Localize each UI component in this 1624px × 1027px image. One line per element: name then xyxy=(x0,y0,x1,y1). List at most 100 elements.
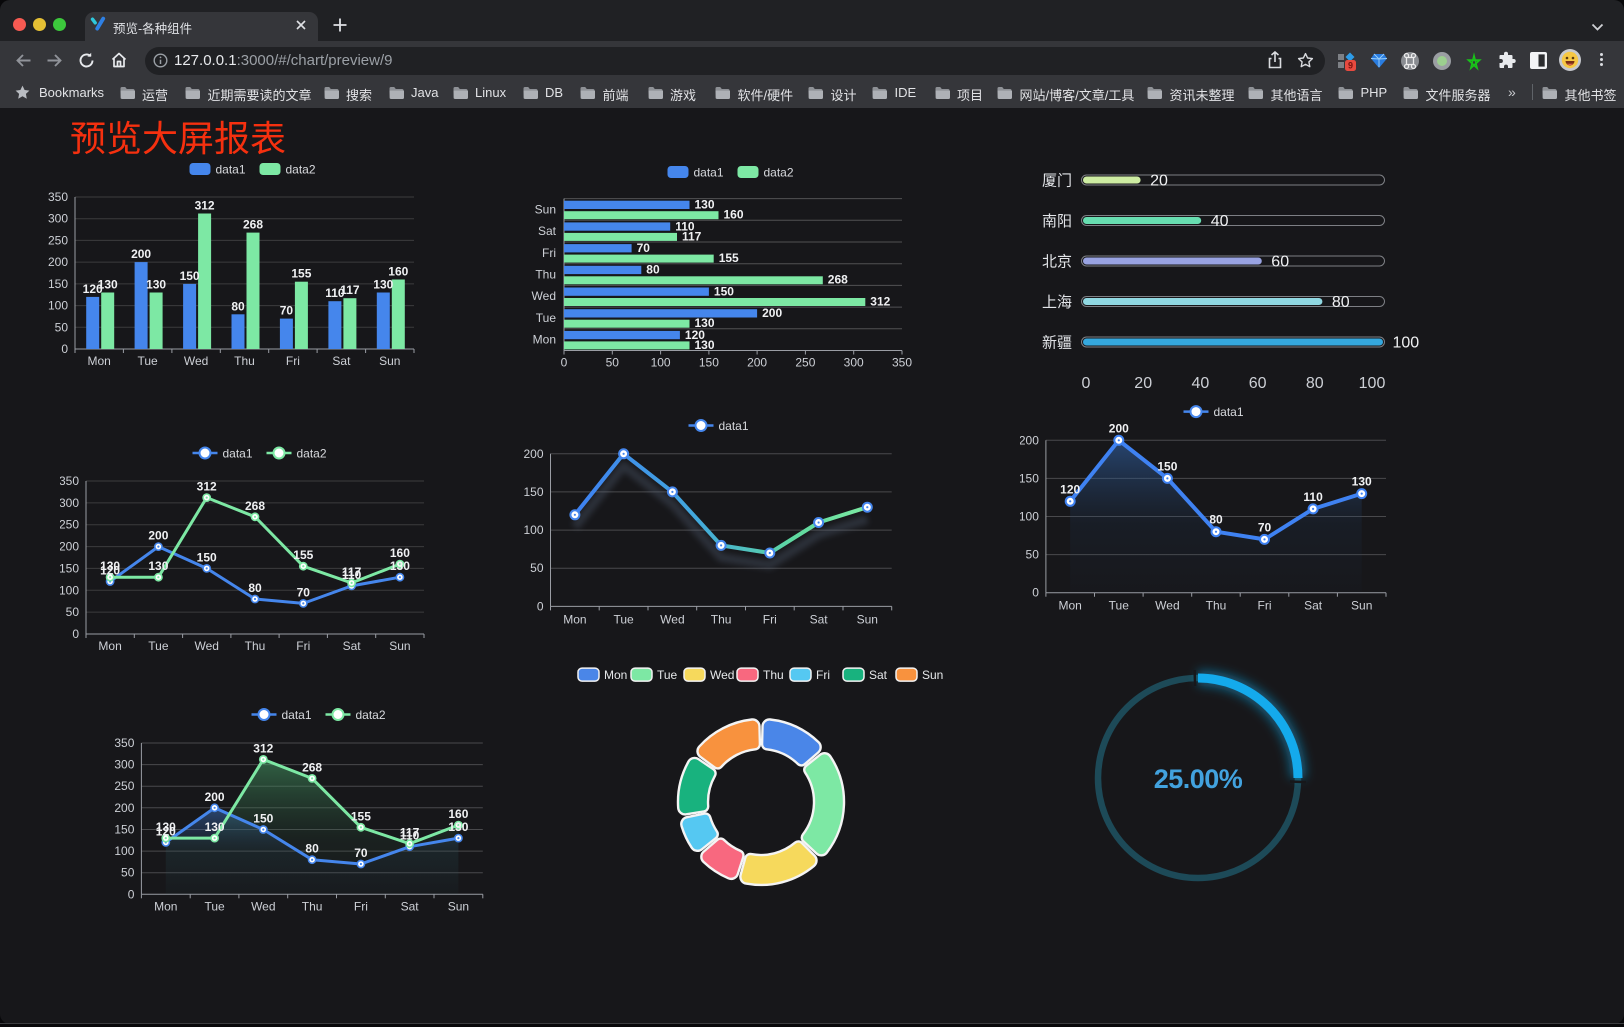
svg-text:130: 130 xyxy=(390,559,410,573)
svg-text:80: 80 xyxy=(646,263,660,277)
svg-text:50: 50 xyxy=(121,866,135,880)
svg-text:110: 110 xyxy=(675,219,695,233)
svg-text:0: 0 xyxy=(61,342,68,356)
svg-text:160: 160 xyxy=(448,807,468,821)
svg-text:data2: data2 xyxy=(297,447,327,461)
svg-text:Tue: Tue xyxy=(1109,599,1130,613)
svg-text:70: 70 xyxy=(1258,520,1272,534)
svg-text:Mon: Mon xyxy=(604,668,627,682)
svg-text:Sat: Sat xyxy=(810,612,829,626)
svg-text:data1: data1 xyxy=(216,163,246,177)
svg-text:Tue: Tue xyxy=(657,668,678,682)
svg-text:Mon: Mon xyxy=(563,612,586,626)
svg-text:130: 130 xyxy=(373,278,393,292)
svg-text:150: 150 xyxy=(197,550,217,564)
svg-text:200: 200 xyxy=(1109,421,1129,435)
svg-text:100: 100 xyxy=(1359,375,1386,392)
svg-text:312: 312 xyxy=(195,199,215,213)
svg-text:150: 150 xyxy=(114,823,134,837)
svg-text:Sat: Sat xyxy=(538,224,557,238)
svg-text:120: 120 xyxy=(1060,482,1080,496)
svg-text:100: 100 xyxy=(651,356,671,370)
svg-text:100: 100 xyxy=(1020,510,1039,524)
svg-text:data1: data1 xyxy=(223,447,253,461)
svg-text:60: 60 xyxy=(1271,254,1289,271)
svg-text:130: 130 xyxy=(205,820,225,834)
svg-text:150: 150 xyxy=(180,269,200,283)
svg-text:268: 268 xyxy=(302,760,322,774)
svg-text:Wed: Wed xyxy=(184,354,208,368)
svg-text:Mon: Mon xyxy=(88,354,111,368)
svg-text:100: 100 xyxy=(114,844,134,858)
svg-text:新疆: 新疆 xyxy=(1042,335,1072,352)
svg-text:117: 117 xyxy=(400,826,420,840)
svg-text:Thu: Thu xyxy=(302,899,323,913)
svg-text:268: 268 xyxy=(828,273,848,287)
svg-text:110: 110 xyxy=(325,286,345,300)
svg-text:80: 80 xyxy=(231,299,245,313)
svg-text:150: 150 xyxy=(699,356,719,370)
svg-text:200: 200 xyxy=(114,801,134,815)
svg-text:60: 60 xyxy=(1249,375,1267,392)
svg-text:Thu: Thu xyxy=(535,268,556,282)
svg-text:50: 50 xyxy=(66,605,80,619)
svg-text:Sun: Sun xyxy=(379,354,400,368)
svg-text:250: 250 xyxy=(795,356,815,370)
svg-text:300: 300 xyxy=(60,496,79,510)
svg-text:Wed: Wed xyxy=(710,668,734,682)
svg-text:130: 130 xyxy=(695,316,715,330)
svg-text:312: 312 xyxy=(870,294,890,308)
svg-text:130: 130 xyxy=(146,278,166,292)
svg-text:Mon: Mon xyxy=(1059,599,1082,613)
svg-text:110: 110 xyxy=(342,568,362,582)
svg-text:155: 155 xyxy=(351,809,371,823)
svg-text:80: 80 xyxy=(1209,513,1223,527)
svg-text:80: 80 xyxy=(305,842,319,856)
svg-text:350: 350 xyxy=(114,736,134,750)
svg-text:250: 250 xyxy=(114,779,134,793)
svg-text:Fri: Fri xyxy=(542,246,556,260)
svg-text:200: 200 xyxy=(747,356,767,370)
svg-text:117: 117 xyxy=(340,283,360,297)
svg-text:200: 200 xyxy=(131,247,151,261)
svg-text:南阳: 南阳 xyxy=(1042,213,1072,230)
svg-text:130: 130 xyxy=(156,820,176,834)
svg-text:data2: data2 xyxy=(764,166,794,180)
svg-text:40: 40 xyxy=(1211,213,1229,230)
svg-text:130: 130 xyxy=(148,559,168,573)
svg-text:Mon: Mon xyxy=(533,333,556,347)
svg-text:100: 100 xyxy=(60,583,79,597)
svg-text:Wed: Wed xyxy=(251,899,275,913)
svg-text:Fri: Fri xyxy=(816,668,830,682)
svg-text:80: 80 xyxy=(248,581,262,595)
svg-text:Wed: Wed xyxy=(660,612,684,626)
svg-text:9: 9 xyxy=(1348,61,1353,71)
svg-text:Thu: Thu xyxy=(763,668,784,682)
svg-text:Fri: Fri xyxy=(286,354,300,368)
svg-text:155: 155 xyxy=(293,548,313,562)
svg-text:80: 80 xyxy=(1332,294,1350,311)
svg-text:120: 120 xyxy=(100,564,120,578)
svg-text:350: 350 xyxy=(60,474,79,488)
svg-text:20: 20 xyxy=(1134,375,1152,392)
svg-text:150: 150 xyxy=(714,284,734,298)
svg-text:120: 120 xyxy=(685,328,705,342)
svg-text:data1: data1 xyxy=(1214,405,1244,419)
svg-text:Sun: Sun xyxy=(857,612,878,626)
svg-text:155: 155 xyxy=(719,251,739,265)
svg-text:Tue: Tue xyxy=(148,639,169,653)
svg-text:data2: data2 xyxy=(286,163,316,177)
svg-text:160: 160 xyxy=(390,546,410,560)
svg-text:120: 120 xyxy=(83,282,103,296)
svg-text:Fri: Fri xyxy=(354,899,368,913)
svg-text:Sat: Sat xyxy=(343,639,362,653)
svg-text:Sat: Sat xyxy=(1304,599,1323,613)
svg-text:50: 50 xyxy=(55,320,69,334)
svg-text:Sat: Sat xyxy=(401,899,420,913)
svg-text:200: 200 xyxy=(762,306,782,320)
svg-text:Fri: Fri xyxy=(296,639,310,653)
svg-text:0: 0 xyxy=(1082,375,1091,392)
svg-text:100: 100 xyxy=(1393,335,1420,352)
svg-text:200: 200 xyxy=(148,529,168,543)
svg-text:0: 0 xyxy=(1032,586,1039,600)
